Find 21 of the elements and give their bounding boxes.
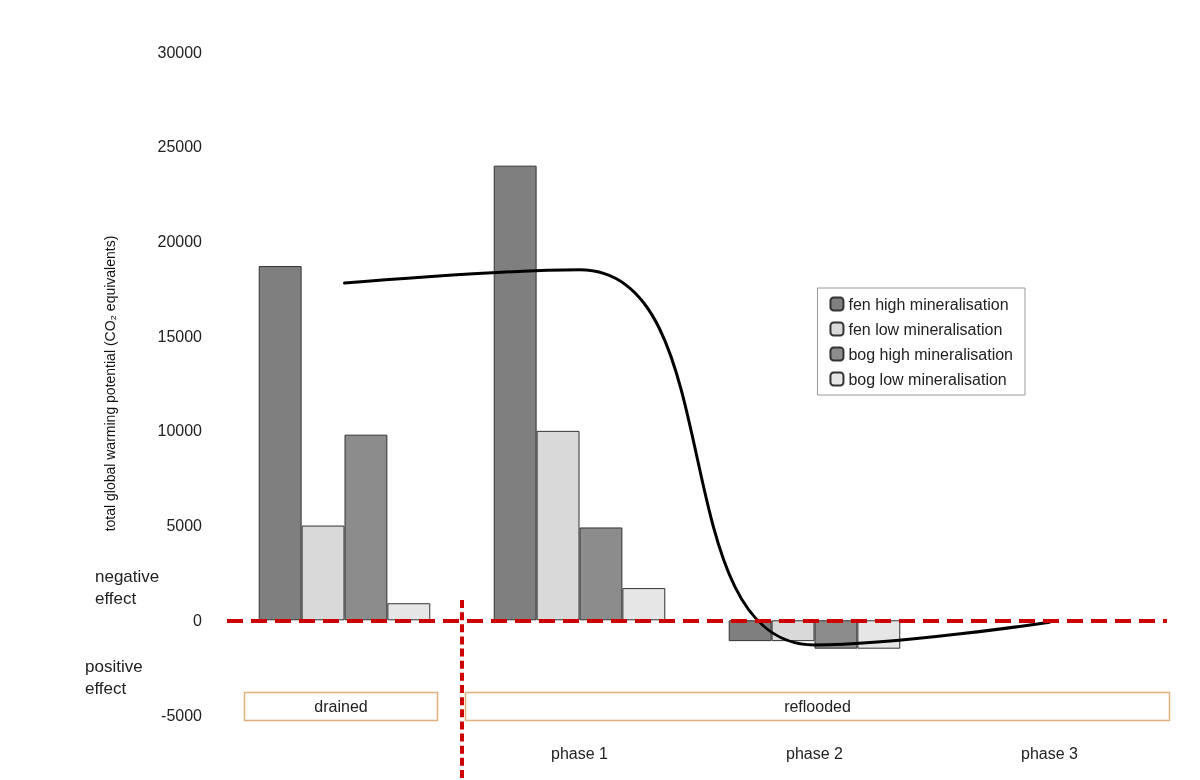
text: negative effect [95, 566, 160, 608]
x-tick-label: phase 1 [551, 744, 609, 762]
y-axis-title: total global warming potential (CO₂ equivalents) [102, 235, 118, 532]
line-series [343, 268, 1051, 647]
x-tick-label: phase 2 [786, 744, 844, 762]
annotation: drained [314, 698, 368, 715]
y-tick-label: 5000 [166, 517, 203, 535]
y-tick-label: 25000 [157, 138, 203, 156]
y-tick-label: 15000 [157, 327, 203, 345]
legend-label: bog high mineralisation [848, 345, 1013, 363]
annotation: reflooded [784, 698, 851, 715]
legend-label: fen high mineralisation [848, 295, 1009, 313]
x-tick-label: phase 3 [1021, 744, 1079, 762]
y-tick-label: 0 [193, 611, 203, 629]
legend-label: bog low mineralisation [848, 370, 1007, 388]
legend-label: fen low mineralisation [848, 320, 1003, 338]
y-tick-label: 30000 [157, 43, 203, 61]
y-tick-label: 10000 [157, 422, 203, 440]
y-tick-label: 20000 [157, 232, 203, 250]
y-tick-label: -5000 [161, 706, 203, 724]
text: positive effect [85, 656, 143, 698]
